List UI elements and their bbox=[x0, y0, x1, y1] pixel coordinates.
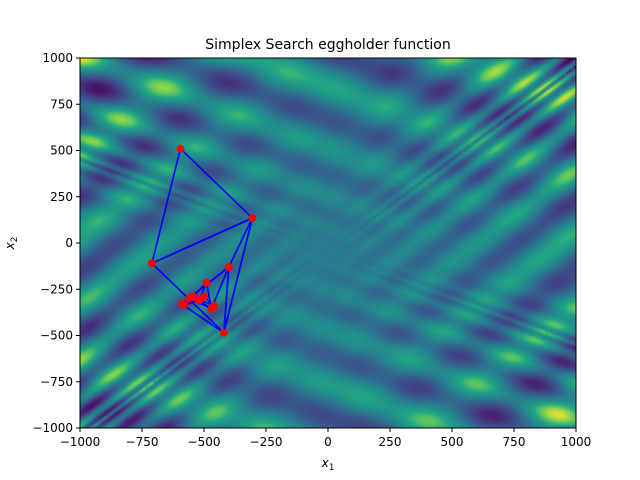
y-tick-label: 0 bbox=[65, 236, 73, 250]
y-axis: −1000 −750 −500 −250 0 250 500 750 1000 bbox=[32, 51, 80, 435]
simplex-point-14 bbox=[192, 294, 201, 303]
x-tick-label: 0 bbox=[324, 435, 332, 449]
y-tick-label: −750 bbox=[40, 375, 73, 389]
x-axis: −1000 −750 −500 −250 0 250 500 750 1000 bbox=[60, 428, 592, 449]
y-tick-label: −500 bbox=[40, 329, 73, 343]
simplex-point-4 bbox=[219, 328, 228, 337]
eggholder-heatmap bbox=[80, 58, 576, 428]
y-tick-label: −250 bbox=[40, 282, 73, 296]
x-tick-label: −250 bbox=[250, 435, 283, 449]
y-axis-label: x2 bbox=[3, 237, 20, 251]
simplex-vertices bbox=[147, 144, 257, 337]
simplex-point-11 bbox=[200, 292, 208, 301]
simplex-point-12 bbox=[209, 301, 218, 310]
x-tick-label: 500 bbox=[441, 435, 464, 449]
simplex-point-3 bbox=[224, 263, 233, 272]
y-tick-label: 250 bbox=[50, 190, 73, 204]
x-tick-label: −750 bbox=[126, 435, 159, 449]
simplex-point-1 bbox=[248, 214, 257, 223]
y-tick-label: −1000 bbox=[32, 421, 73, 435]
x-tick-label: −1000 bbox=[60, 435, 101, 449]
simplex-point-6 bbox=[202, 278, 211, 287]
simplex-point-13 bbox=[180, 300, 189, 309]
x-axis-label: x1 bbox=[321, 456, 335, 473]
x-tick-label: −500 bbox=[188, 435, 221, 449]
simplex-point-0 bbox=[176, 144, 185, 153]
y-tick-label: 500 bbox=[50, 144, 73, 158]
x-tick-label: 1000 bbox=[561, 435, 592, 449]
y-tick-label: 750 bbox=[50, 97, 73, 111]
plot-area bbox=[80, 58, 576, 428]
x-tick-label: 750 bbox=[503, 435, 526, 449]
x-tick-label: 250 bbox=[379, 435, 402, 449]
y-tick-label: 1000 bbox=[42, 51, 73, 65]
chart-title: Simplex Search eggholder function bbox=[205, 37, 450, 53]
simplex-point-2 bbox=[147, 259, 156, 268]
